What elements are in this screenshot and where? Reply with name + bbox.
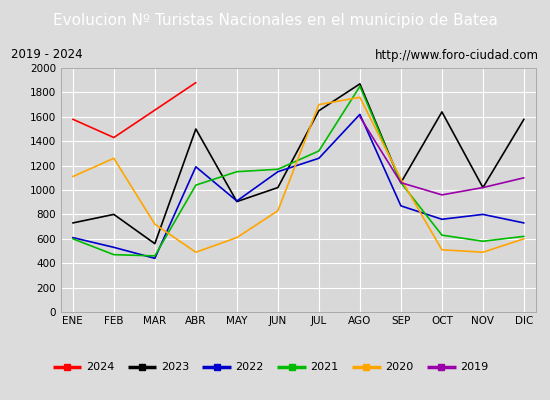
Text: 2020: 2020 (386, 362, 414, 372)
Text: 2022: 2022 (235, 362, 264, 372)
Text: 2021: 2021 (310, 362, 339, 372)
Text: 2023: 2023 (161, 362, 189, 372)
Text: 2024: 2024 (86, 362, 114, 372)
Text: Evolucion Nº Turistas Nacionales en el municipio de Batea: Evolucion Nº Turistas Nacionales en el m… (53, 14, 497, 28)
Text: 2019 - 2024: 2019 - 2024 (11, 48, 82, 62)
Text: http://www.foro-ciudad.com: http://www.foro-ciudad.com (375, 48, 539, 62)
Text: 2019: 2019 (460, 362, 488, 372)
